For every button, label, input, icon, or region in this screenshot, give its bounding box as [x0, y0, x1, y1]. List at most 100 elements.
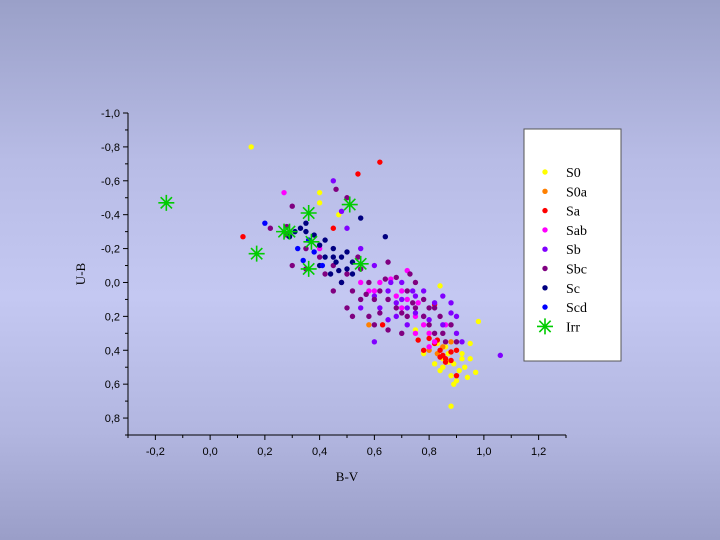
y-tick-label: 0,8	[105, 413, 120, 425]
data-point	[344, 249, 350, 255]
legend-entry-sb: Sb	[542, 243, 581, 258]
data-point	[393, 300, 399, 306]
x-tick-label: 1,0	[476, 446, 491, 458]
data-point	[377, 288, 383, 294]
data-point	[295, 245, 301, 252]
y-tick-label: -0,2	[101, 244, 120, 256]
data-point	[338, 279, 345, 286]
data-point	[453, 330, 460, 337]
data-point	[355, 254, 361, 260]
data-point	[267, 225, 274, 231]
data-point-star	[281, 223, 298, 240]
legend-entry-irr: Irr	[537, 318, 580, 335]
data-point	[357, 215, 364, 221]
data-point	[426, 330, 432, 337]
legend-marker	[542, 207, 548, 214]
data-point	[420, 288, 427, 294]
data-point	[412, 305, 419, 311]
data-point	[357, 245, 364, 252]
series-irr	[158, 194, 369, 277]
data-point	[431, 305, 438, 311]
data-point	[357, 296, 364, 303]
data-point	[453, 372, 460, 379]
data-point	[311, 249, 317, 255]
data-point	[404, 322, 410, 328]
data-point	[412, 279, 419, 286]
data-point	[357, 305, 364, 311]
x-tick-label: 0,4	[312, 446, 327, 458]
data-point	[451, 381, 457, 387]
y-axis-title: U-B	[73, 262, 88, 285]
data-point	[453, 313, 460, 320]
data-point	[289, 203, 295, 209]
data-point	[426, 335, 432, 342]
data-point	[385, 327, 391, 333]
data-point	[448, 372, 454, 379]
legend-label: Sb	[566, 243, 581, 258]
legend-marker	[542, 188, 548, 194]
data-point	[330, 288, 337, 294]
data-point	[404, 288, 410, 294]
plot-area	[158, 144, 503, 409]
data-point	[311, 232, 317, 238]
data-point	[371, 296, 378, 303]
data-point	[420, 347, 427, 353]
data-point	[459, 339, 465, 345]
data-point	[407, 271, 413, 277]
legend-marker	[542, 265, 548, 272]
data-point	[440, 322, 446, 328]
legend-entry-scd: Scd	[542, 301, 587, 316]
data-point	[344, 305, 350, 311]
data-point	[382, 234, 389, 240]
data-point	[442, 359, 449, 365]
y-tick-label: -1,0	[101, 108, 120, 120]
data-point	[412, 293, 419, 299]
legend-label: Sa	[566, 205, 581, 220]
data-point	[322, 254, 328, 260]
legend-label: Irr	[566, 320, 580, 335]
y-tick-label: 0,0	[105, 277, 120, 289]
data-point	[330, 254, 337, 260]
data-point	[448, 403, 454, 409]
data-point	[379, 322, 386, 328]
data-point	[448, 310, 454, 316]
data-point	[448, 300, 454, 306]
data-point	[316, 200, 323, 206]
legend-label: S0a	[566, 185, 588, 200]
data-point-star	[300, 260, 317, 277]
data-point	[453, 347, 460, 353]
data-point	[363, 291, 369, 298]
y-tick-label: -0,4	[101, 210, 120, 222]
data-point	[448, 357, 454, 364]
data-point-star	[248, 245, 265, 262]
data-point	[240, 234, 246, 240]
data-point	[475, 318, 482, 325]
data-point	[462, 364, 468, 370]
data-point	[437, 347, 443, 353]
data-point	[399, 296, 405, 303]
data-point	[399, 310, 405, 316]
data-point	[355, 171, 361, 177]
data-point	[431, 330, 438, 337]
data-point	[456, 367, 462, 374]
data-point	[440, 330, 446, 337]
x-tick-label: 0,0	[202, 446, 217, 458]
data-point	[248, 144, 254, 150]
data-point	[393, 305, 399, 311]
data-point	[344, 266, 350, 272]
legend-marker	[542, 304, 548, 310]
data-point	[467, 340, 473, 347]
data-point	[377, 279, 383, 286]
data-point	[344, 225, 350, 231]
data-point	[385, 296, 391, 303]
series-scd	[262, 220, 326, 269]
data-point	[399, 288, 405, 294]
x-axis-title: B-V	[336, 469, 359, 484]
data-point	[316, 242, 323, 248]
data-point	[303, 245, 309, 252]
data-point	[322, 271, 328, 277]
data-point	[385, 288, 391, 294]
legend-marker	[542, 285, 548, 291]
data-point	[349, 288, 356, 294]
data-point	[431, 339, 438, 345]
